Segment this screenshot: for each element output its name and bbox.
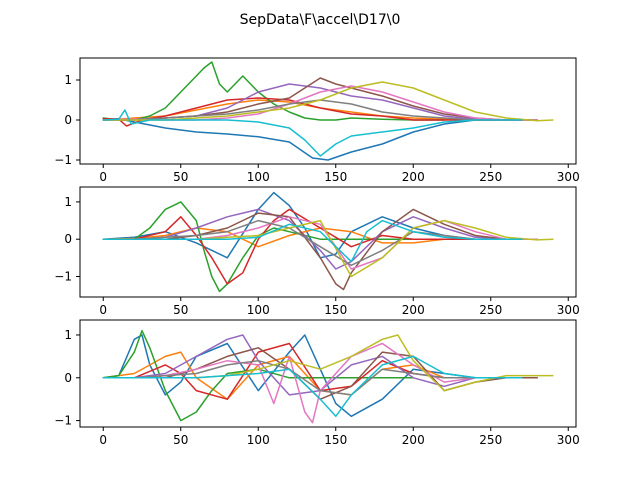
x-tick-label: 250: [479, 303, 502, 317]
series-line: [102, 61, 446, 121]
x-tick-label: 150: [324, 303, 347, 317]
y-tick-label: 0: [64, 232, 72, 246]
series-line: [102, 201, 477, 293]
x-tick-label: 50: [173, 303, 188, 317]
series-line: [102, 219, 523, 263]
series-line: [102, 355, 523, 418]
x-tick-label: 300: [557, 170, 580, 184]
x-tick-label: 250: [479, 170, 502, 184]
x-tick-label: 100: [247, 433, 270, 447]
y-tick-label: 1: [64, 73, 72, 87]
axes-frame: [79, 186, 577, 298]
x-tick-label: 200: [402, 433, 425, 447]
series-group: [102, 329, 554, 424]
series-line: [102, 81, 554, 122]
x-tick-label: 250: [479, 433, 502, 447]
series-line: [102, 208, 508, 270]
series-line: [102, 118, 523, 161]
x-tick-label: 50: [173, 170, 188, 184]
series-line: [102, 359, 508, 396]
x-tick-label: 150: [324, 170, 347, 184]
y-tick-label: 0: [64, 113, 72, 127]
series-line: [102, 99, 508, 121]
x-tick-label: 300: [557, 303, 580, 317]
y-tick-label: −1: [54, 269, 72, 283]
series-line: [102, 334, 508, 396]
series-line: [102, 109, 523, 157]
figure-title: SepData\F\accel\D17\0: [240, 12, 401, 28]
series-group: [102, 191, 554, 293]
axes-frame: [79, 319, 577, 428]
x-tick-label: 0: [99, 170, 107, 184]
x-tick-label: 100: [247, 170, 270, 184]
y-tick-label: −1: [54, 414, 72, 428]
series-line: [102, 334, 523, 418]
series-line: [102, 216, 539, 270]
x-tick-label: 150: [324, 433, 347, 447]
x-tick-label: 0: [99, 303, 107, 317]
series-line: [102, 342, 477, 400]
subplot-1: 0 50 100 150 200 250 300 −1 0 1: [54, 57, 580, 184]
x-tick-label: 200: [402, 303, 425, 317]
y-tick-label: 1: [64, 195, 72, 209]
x-tick-label: 300: [557, 433, 580, 447]
y-tick-label: 0: [64, 371, 72, 385]
series-line: [102, 77, 539, 121]
x-tick-label: 100: [247, 303, 270, 317]
subplot-3: 0 50 100 150 200 250 300 −1 0 1: [54, 319, 580, 447]
x-tick-label: 0: [99, 433, 107, 447]
y-tick-label: 1: [64, 328, 72, 342]
series-line: [102, 219, 508, 267]
x-tick-label: 50: [173, 433, 188, 447]
series-group: [102, 61, 554, 161]
series-line: [102, 208, 477, 285]
axes-frame: [79, 57, 577, 165]
subplot-2: 0 50 100 150 200 250 300 −1 0 1: [54, 186, 580, 317]
y-tick-label: −1: [54, 153, 72, 167]
x-tick-label: 200: [402, 170, 425, 184]
series-line: [102, 342, 508, 424]
